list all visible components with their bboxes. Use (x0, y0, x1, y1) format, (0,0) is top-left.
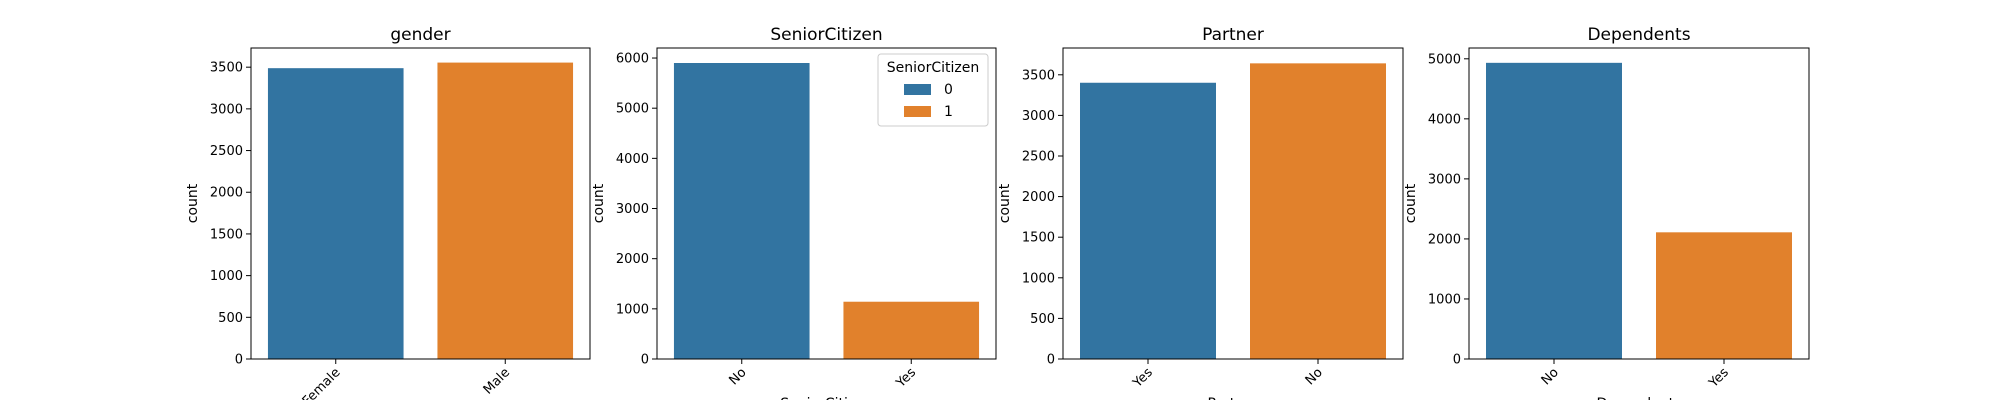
y-tick-label: 4000 (616, 152, 649, 167)
x-axis-label: Dependents (1597, 396, 1682, 400)
axes-frame (656, 47, 997, 360)
y-tick-label: 5000 (616, 102, 649, 117)
y-tick-label: 6000 (616, 52, 649, 67)
x-tick-label: No (1303, 365, 1326, 388)
legend-swatch (904, 106, 931, 117)
x-tick-label: No (1539, 365, 1562, 388)
bar-male (437, 62, 574, 360)
y-tick-label: 1000 (1022, 271, 1055, 286)
y-axis-label: count (185, 183, 201, 223)
y-axis-label: count (997, 183, 1013, 223)
y-tick-label: 2500 (210, 144, 243, 159)
x-tick-label: Yes (1130, 365, 1156, 391)
y-tick-label: 1000 (616, 302, 649, 317)
legend: SeniorCitizen 0 1 (877, 53, 989, 127)
bar-yes (843, 301, 980, 359)
axes-frame (1468, 47, 1810, 360)
x-tick-label: Yes (1706, 365, 1732, 391)
chart-panel-3: 0 500 1000 1500 2000 2500 3000 3500 Yes No Partner… (997, 25, 1404, 400)
x-tick-label: No (726, 365, 749, 388)
y-axis-label: count (1403, 183, 1419, 223)
y-tick-label: 0 (641, 353, 649, 368)
y-tick-label: 0 (1453, 353, 1461, 368)
y-tick-label: 2000 (616, 252, 649, 267)
y-tick-label: 1000 (210, 269, 243, 284)
legend-entry: 1 (944, 104, 953, 120)
axes-frame (1062, 47, 1404, 360)
chart-panel-2: 0 1000 2000 3000 4000 5000 6000 No Yes SeniorCiti… (591, 25, 997, 400)
y-tick-label: 3000 (210, 102, 243, 117)
y-tick-label: 1000 (1428, 292, 1461, 307)
y-axis-label: count (591, 183, 607, 223)
x-tick-label: Male (481, 365, 513, 397)
chart-panel-4: 0 1000 2000 3000 4000 5000 No Yes Dependents coun… (1403, 25, 1810, 400)
bar-no (673, 63, 810, 359)
axes-frame (250, 47, 591, 360)
legend-entry: 0 (944, 82, 953, 98)
y-tick-label: 3000 (1022, 109, 1055, 124)
x-tick-label: Yes (893, 365, 919, 391)
y-tick-label: 2000 (1022, 190, 1055, 205)
x-axis-label: SeniorCitizen (780, 396, 872, 400)
chart-title: Dependents (1587, 25, 1690, 45)
y-tick-label: 0 (1047, 353, 1055, 368)
bar-yes (1080, 82, 1216, 359)
y-tick-label: 4000 (1428, 112, 1461, 127)
y-tick-label: 3500 (210, 61, 243, 76)
chart-panel-1: 0 500 1000 1500 2000 2500 3000 3500 Female Male ge… (185, 25, 591, 400)
y-tick-label: 3000 (1428, 172, 1461, 187)
y-tick-label: 500 (1030, 312, 1055, 327)
chart-title: gender (390, 25, 450, 45)
legend-swatch (904, 84, 931, 95)
y-tick-label: 0 (235, 353, 243, 368)
y-tick-label: 2500 (1022, 149, 1055, 164)
y-tick-label: 3000 (616, 202, 649, 217)
chart-title: SeniorCitizen (770, 25, 882, 45)
legend-title: SeniorCitizen (887, 60, 979, 76)
y-tick-label: 2000 (210, 186, 243, 201)
bar-female (267, 68, 404, 360)
bar-no (1250, 63, 1386, 359)
x-tick-label: Female (300, 365, 344, 400)
y-tick-label: 1500 (210, 227, 243, 242)
bar-no (1486, 62, 1622, 359)
y-tick-label: 3500 (1022, 68, 1055, 83)
x-axis-label: Partner (1208, 396, 1259, 400)
y-tick-label: 1500 (1022, 231, 1055, 246)
bar-yes (1656, 232, 1792, 359)
y-tick-label: 2000 (1428, 232, 1461, 247)
y-tick-label: 5000 (1428, 52, 1461, 67)
y-tick-label: 500 (218, 311, 243, 326)
chart-title: Partner (1202, 25, 1264, 45)
